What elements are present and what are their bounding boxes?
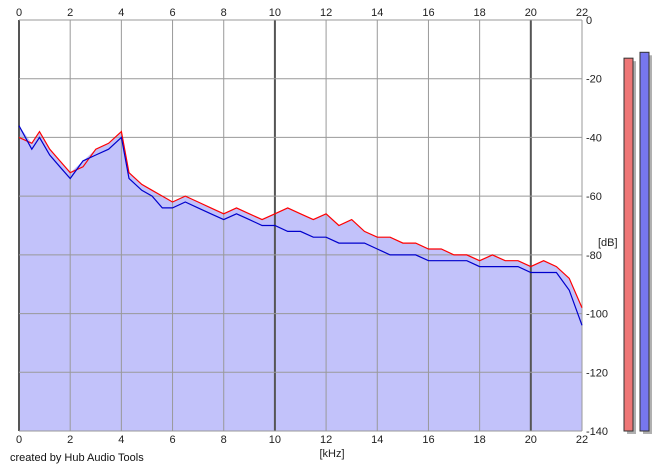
x-tick-label: 18 (474, 7, 486, 19)
x-axis-label: [kHz] (319, 448, 344, 460)
x-tick-label: 6 (169, 434, 175, 446)
x-tick-label: 0 (16, 7, 22, 19)
x-tick-label: 18 (474, 434, 486, 446)
x-tick-label: 14 (371, 7, 383, 19)
x-tick-label: 20 (525, 7, 537, 19)
x-tick-label: 20 (525, 434, 537, 446)
x-tick-label: 12 (320, 7, 332, 19)
y-tick-label: 0 (586, 15, 592, 27)
grid (18, 19, 583, 432)
level-meter-0 (623, 57, 634, 432)
series-line-0 (18, 130, 583, 308)
x-tick-label: 22 (576, 434, 588, 446)
y-axis-label: [dB] (598, 237, 618, 249)
y-tick-label: -60 (586, 191, 602, 203)
x-tick-label: 4 (118, 7, 124, 19)
bottom-x-axis: 0 2 4 6 8 10 12 14 16 18 20 22 (16, 434, 588, 446)
top-x-axis: 0 2 4 6 8 10 12 14 16 18 20 22 (16, 7, 588, 19)
series-lines (18, 125, 583, 326)
x-tick-label: 10 (269, 7, 281, 19)
x-tick-label: 12 (320, 434, 332, 446)
level-meters (623, 51, 652, 435)
series-line-1 (18, 125, 583, 326)
x-tick-label: 16 (422, 7, 434, 19)
x-tick-label: 0 (16, 434, 22, 446)
x-tick-label: 2 (67, 7, 73, 19)
x-tick-label: 8 (221, 7, 227, 19)
x-tick-label: 8 (221, 434, 227, 446)
y-tick-label: -80 (586, 250, 602, 262)
x-tick-label: 10 (269, 434, 281, 446)
spectrum-fill (19, 125, 582, 431)
credit-text: created by Hub Audio Tools (10, 452, 144, 464)
x-tick-label: 2 (67, 434, 73, 446)
x-tick-label: 16 (422, 434, 434, 446)
y-tick-label: -100 (586, 309, 608, 321)
level-meter-1 (639, 51, 650, 432)
y-axis: 0 -20 -40 -60 -80 -100 -120 -140 (586, 15, 608, 438)
spectrum-area (19, 125, 582, 431)
x-tick-label: 6 (169, 7, 175, 19)
x-tick-label: 4 (118, 434, 124, 446)
y-tick-label: -120 (586, 367, 608, 379)
x-tick-label: 22 (576, 7, 588, 19)
y-tick-label: -20 (586, 74, 602, 86)
y-tick-label: -40 (586, 132, 602, 144)
x-tick-label: 14 (371, 434, 383, 446)
y-tick-label: -140 (586, 426, 608, 438)
